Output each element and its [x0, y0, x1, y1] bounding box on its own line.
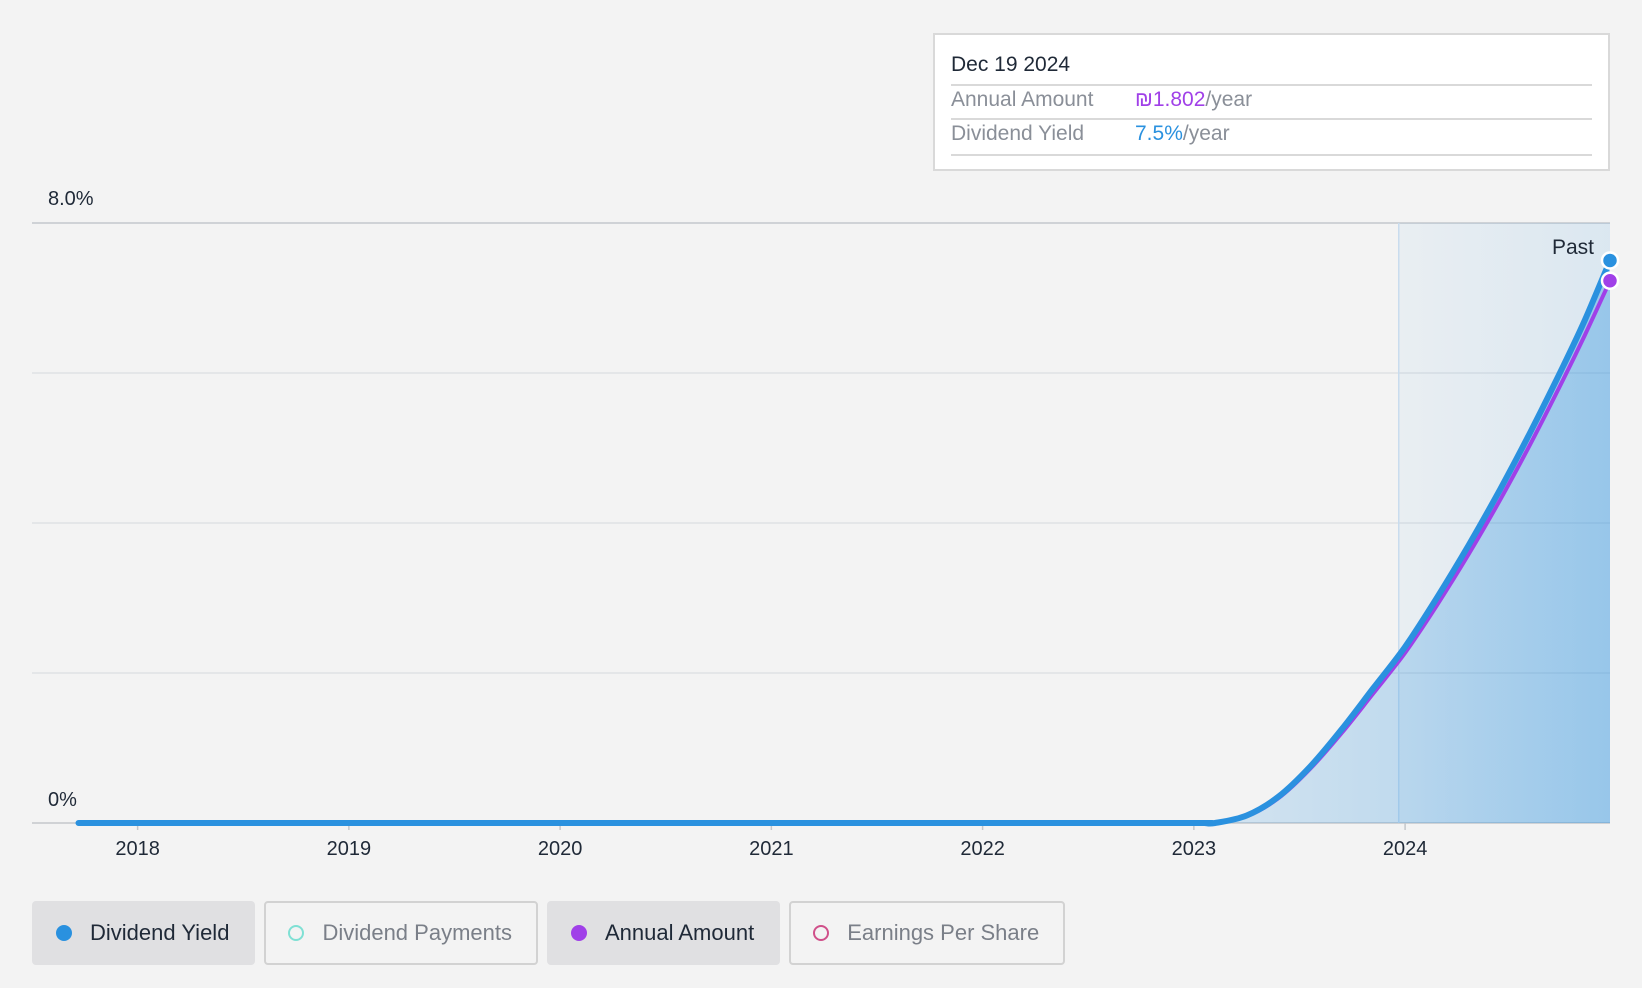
x-tick-label: 2023 [1172, 838, 1217, 860]
legend-annual-amount-button[interactable]: Annual Amount [546, 901, 781, 965]
label-layer: Past 8.0% 0% 2018 2019 2020 2021 2022 2023 2024 [48, 188, 1594, 860]
dividend-payments-dot-icon [288, 925, 305, 941]
x-tick-label: 2022 [960, 838, 1005, 860]
legend: Dividend Yield Dividend Payments Annual … [32, 901, 1066, 965]
x-tick-label: 2024 [1383, 838, 1428, 860]
area-layer [78, 260, 1610, 824]
tooltip: Dec 19 2024 Annual Amount ₪1.802/year Di… [933, 33, 1610, 171]
past-label: Past [1552, 236, 1594, 259]
tooltip-value: ₪1.802 [1135, 88, 1206, 111]
tooltip-divider [951, 154, 1592, 156]
y-axis-bottom-label: 0% [48, 789, 77, 811]
dividend-yield-end-marker [1600, 251, 1620, 270]
dividend-yield-line [75, 257, 1613, 827]
marker-layer [1600, 251, 1620, 290]
x-tick-label: 2018 [115, 838, 160, 860]
x-tick-label: 2021 [749, 838, 794, 860]
annual-amount-dot-icon [570, 925, 587, 941]
legend-dividend-payments-button[interactable]: Dividend Payments [264, 901, 538, 965]
tooltip-value-wrap: 7.5%/year [1135, 122, 1230, 146]
legend-dividend-yield-button[interactable]: Dividend Yield [32, 901, 256, 965]
legend-earnings-per-share-button[interactable]: Earnings Per Share [789, 901, 1066, 965]
annual-amount-end-marker [1600, 271, 1620, 290]
tooltip-suffix: /year [1182, 122, 1230, 145]
tooltip-value: 7.5% [1135, 122, 1183, 145]
dividend-yield-dot-icon [56, 925, 72, 941]
line-layer [75, 257, 1613, 827]
tooltip-date: Dec 19 2024 [951, 53, 1071, 76]
tooltip-label: Dividend Yield [951, 122, 1085, 145]
tooltip-value-wrap: ₪1.802/year [1135, 88, 1252, 112]
x-tick-label: 2019 [327, 838, 372, 860]
x-tick-label: 2020 [538, 838, 583, 860]
tooltip-divider [951, 118, 1592, 120]
tooltip-suffix: /year [1205, 88, 1253, 111]
legend-label: Annual Amount [604, 920, 755, 945]
legend-label: Dividend Payments [322, 920, 512, 945]
earnings-per-share-dot-icon [813, 925, 830, 941]
tooltip-divider [951, 84, 1592, 86]
legend-label: Earnings Per Share [847, 920, 1040, 945]
legend-label: Dividend Yield [90, 920, 230, 945]
dividend-yield-area [78, 260, 1610, 824]
tooltip-label: Annual Amount [951, 88, 1094, 111]
y-axis-top-label: 8.0% [48, 188, 94, 210]
